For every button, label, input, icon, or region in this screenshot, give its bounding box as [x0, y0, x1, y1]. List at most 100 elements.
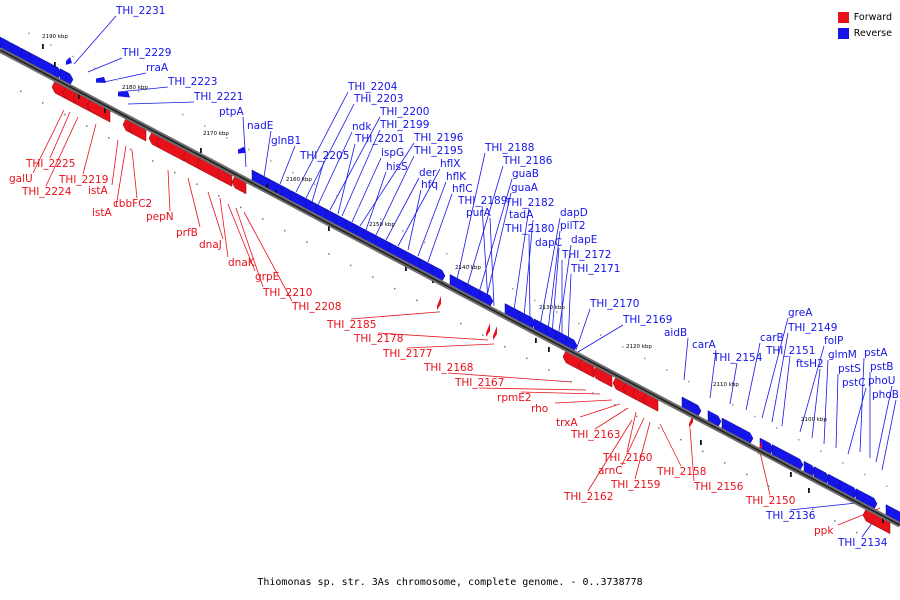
reverse-leader-line — [397, 168, 441, 247]
forward-gene-label: THI_2160 — [602, 452, 652, 464]
reverse-gene-label: THI_2154 — [712, 352, 763, 364]
dot-tick — [776, 427, 778, 429]
dot-tick — [878, 543, 880, 545]
reverse-leader-line — [513, 207, 530, 311]
forward-leader-line — [594, 407, 629, 430]
reverse-gene-label: hisS — [386, 161, 408, 173]
reverse-gene-label: pilT2 — [560, 220, 586, 232]
reverse-gene-label: glnB1 — [271, 135, 301, 147]
forward-leader-line — [49, 111, 71, 159]
dot-tick — [86, 125, 88, 127]
reverse-leader-line — [745, 342, 761, 411]
reverse-leader-line — [279, 145, 296, 185]
reverse-leader-line — [417, 181, 447, 257]
reverse-gene-label: THI_2229 — [121, 47, 171, 59]
dot-tick — [284, 229, 286, 232]
reverse-leader-line — [575, 308, 591, 351]
dot-tick — [262, 218, 264, 220]
forward-leader-line — [634, 421, 651, 480]
forward-leader-line — [406, 343, 495, 349]
reverse-leader-line — [799, 345, 825, 433]
dot-tick — [402, 229, 404, 232]
reverse-leader-line — [242, 116, 247, 168]
forward-leader-line — [111, 139, 119, 186]
forward-leader-line — [554, 399, 613, 404]
dot-tick — [680, 438, 682, 441]
reverse-leader-line — [485, 192, 512, 301]
forward-leader-line — [520, 391, 601, 395]
reverse-gene-label: carB — [760, 332, 784, 344]
dot-tick — [460, 322, 462, 325]
legend: Forward Reverse — [837, 9, 892, 41]
reverse-leader-line — [567, 273, 572, 347]
reverse-leader-line — [337, 143, 356, 215]
reverse-gene-label: THI_2204 — [347, 81, 398, 93]
dot-tick — [218, 195, 220, 197]
dot-tick — [768, 485, 770, 487]
forward-gene — [486, 323, 490, 337]
dot-tick — [28, 32, 30, 35]
reverse-gene — [118, 91, 130, 98]
reverse-gene-label: carA — [692, 339, 717, 351]
reverse-gene — [238, 146, 246, 154]
reverse-leader-line — [263, 130, 272, 178]
reverse-leader-line — [311, 160, 325, 203]
forward-gene-label: THI_2185 — [326, 319, 376, 331]
reverse-leader-line — [551, 247, 560, 335]
reverse-leader-line — [317, 131, 353, 206]
reverse-gene-label: pstA — [864, 347, 888, 359]
reverse-leader-line — [385, 177, 420, 241]
forward-leader-line — [579, 403, 621, 418]
kbp-tick-label: 2150 kbp — [369, 222, 395, 228]
dot-tick — [438, 311, 440, 313]
reverse-leader-line — [117, 86, 169, 93]
reverse-gene-label: THI_2203 — [353, 93, 403, 105]
dot-tick — [248, 148, 250, 151]
dot-tick — [636, 415, 638, 418]
forward-leader-line — [447, 372, 573, 383]
dot-tick — [424, 241, 426, 244]
legend-label-reverse: Reverse — [853, 27, 892, 39]
reverse-leader-line — [455, 152, 486, 285]
dot-tick — [138, 90, 140, 93]
reverse-gene-label: phoU — [868, 375, 895, 387]
rna-tick — [54, 62, 56, 67]
reverse-leader-line — [329, 116, 381, 211]
kbp-tick-label: 2140 kbp — [455, 265, 481, 271]
dot-tick — [864, 473, 866, 476]
reverse-gene-label: THI_2195 — [413, 145, 463, 157]
forward-leader-line — [659, 423, 682, 467]
reverse-gene-label: THI_2170 — [589, 298, 639, 310]
dot-tick — [314, 183, 316, 185]
reverse-gene-label: pstS — [838, 363, 861, 375]
dot-tick — [842, 462, 844, 464]
dot-tick — [600, 334, 602, 336]
dot-tick — [790, 496, 792, 499]
forward-gene-label: THI_2225 — [25, 158, 75, 170]
dot-tick — [72, 55, 74, 58]
dot-tick — [306, 241, 308, 243]
reverse-gene-label: guaA — [511, 182, 539, 194]
reverse-gene-label: pstC — [842, 377, 866, 389]
reverse-gene-label: THI_2205 — [299, 150, 349, 162]
reverse-leader-line — [781, 355, 791, 427]
forward-leader-line — [621, 417, 645, 466]
dot-tick — [578, 322, 580, 325]
dot-tick — [240, 206, 242, 209]
reverse-leader-line — [709, 349, 717, 399]
dot-tick — [20, 90, 22, 93]
reverse-gene-label: dapE — [571, 234, 597, 246]
reverse-gene-label: hflX — [440, 158, 460, 170]
kbp-ticks: 2190 kbp 2180 kbp 2170 kbp 2160 kbp 2150 kbp… — [42, 34, 827, 423]
forward-gene — [128, 121, 147, 142]
dot-tick — [350, 264, 352, 267]
genome-axis — [0, 47, 900, 528]
gene-labels: THI_2231 THI_2229 rraA THI_2223 THI_2221 ptpA… — [9, 5, 899, 549]
dot-tick — [754, 415, 756, 418]
forward-gene-label: THI_2178 — [353, 333, 403, 345]
forward-swatch — [837, 11, 849, 23]
legend-item-forward: Forward — [837, 9, 892, 25]
forward-gene-label: THI_2162 — [563, 491, 613, 503]
forward-gene-label: THI_2163 — [570, 429, 620, 441]
dot-tick — [658, 427, 660, 429]
